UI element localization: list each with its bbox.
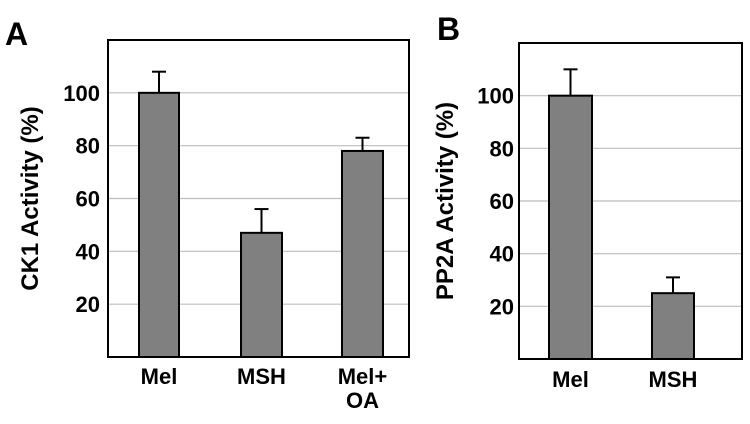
bar (240, 231, 283, 358)
panel-label: B (437, 11, 460, 47)
y-tick-label: 80 (490, 136, 514, 161)
panel-label: A (5, 16, 28, 52)
x-tick-label-line: Mel+ (338, 364, 388, 389)
bar (138, 91, 180, 358)
y-tick-label: 80 (76, 134, 100, 159)
y-tick-label: 100 (63, 81, 100, 106)
x-tick-label: Mel+ OA (338, 364, 388, 413)
x-tick-label-line: Mel (141, 364, 178, 389)
x-tick-label-line: MSH (237, 364, 286, 389)
bar (651, 292, 695, 360)
panel-a: A 20 40 60 80 100 CK1 Activity (%) Mel MSH Mel+ OA (5, 16, 410, 413)
x-tick-label: Mel (141, 364, 178, 389)
y-tick-label: 100 (477, 84, 514, 109)
y-tick-label: 60 (490, 189, 514, 214)
bar (341, 149, 384, 358)
x-tick-label-line: Mel (552, 367, 589, 392)
x-tick-label: Mel (552, 367, 589, 392)
y-tick-label: 40 (76, 239, 100, 264)
x-tick-label-line: MSH (649, 367, 698, 392)
plot-frame (518, 42, 743, 360)
y-tick-label: 20 (490, 294, 514, 319)
y-axis-title: PP2A Activity (%) (432, 102, 459, 300)
y-tick-label: 60 (76, 187, 100, 212)
x-tick-label: MSH (649, 367, 698, 392)
bar (548, 94, 593, 361)
plot-frame (107, 39, 410, 358)
y-tick-label: 20 (76, 292, 100, 317)
x-tick-label: MSH (237, 364, 286, 389)
panel-b: B 20 40 60 80 100 PP2A Activity (%) Mel MSH (432, 11, 743, 392)
y-axis-title: CK1 Activity (%) (17, 106, 44, 290)
x-tick-label-line: OA (346, 388, 379, 413)
y-tick-label: 40 (490, 242, 514, 267)
